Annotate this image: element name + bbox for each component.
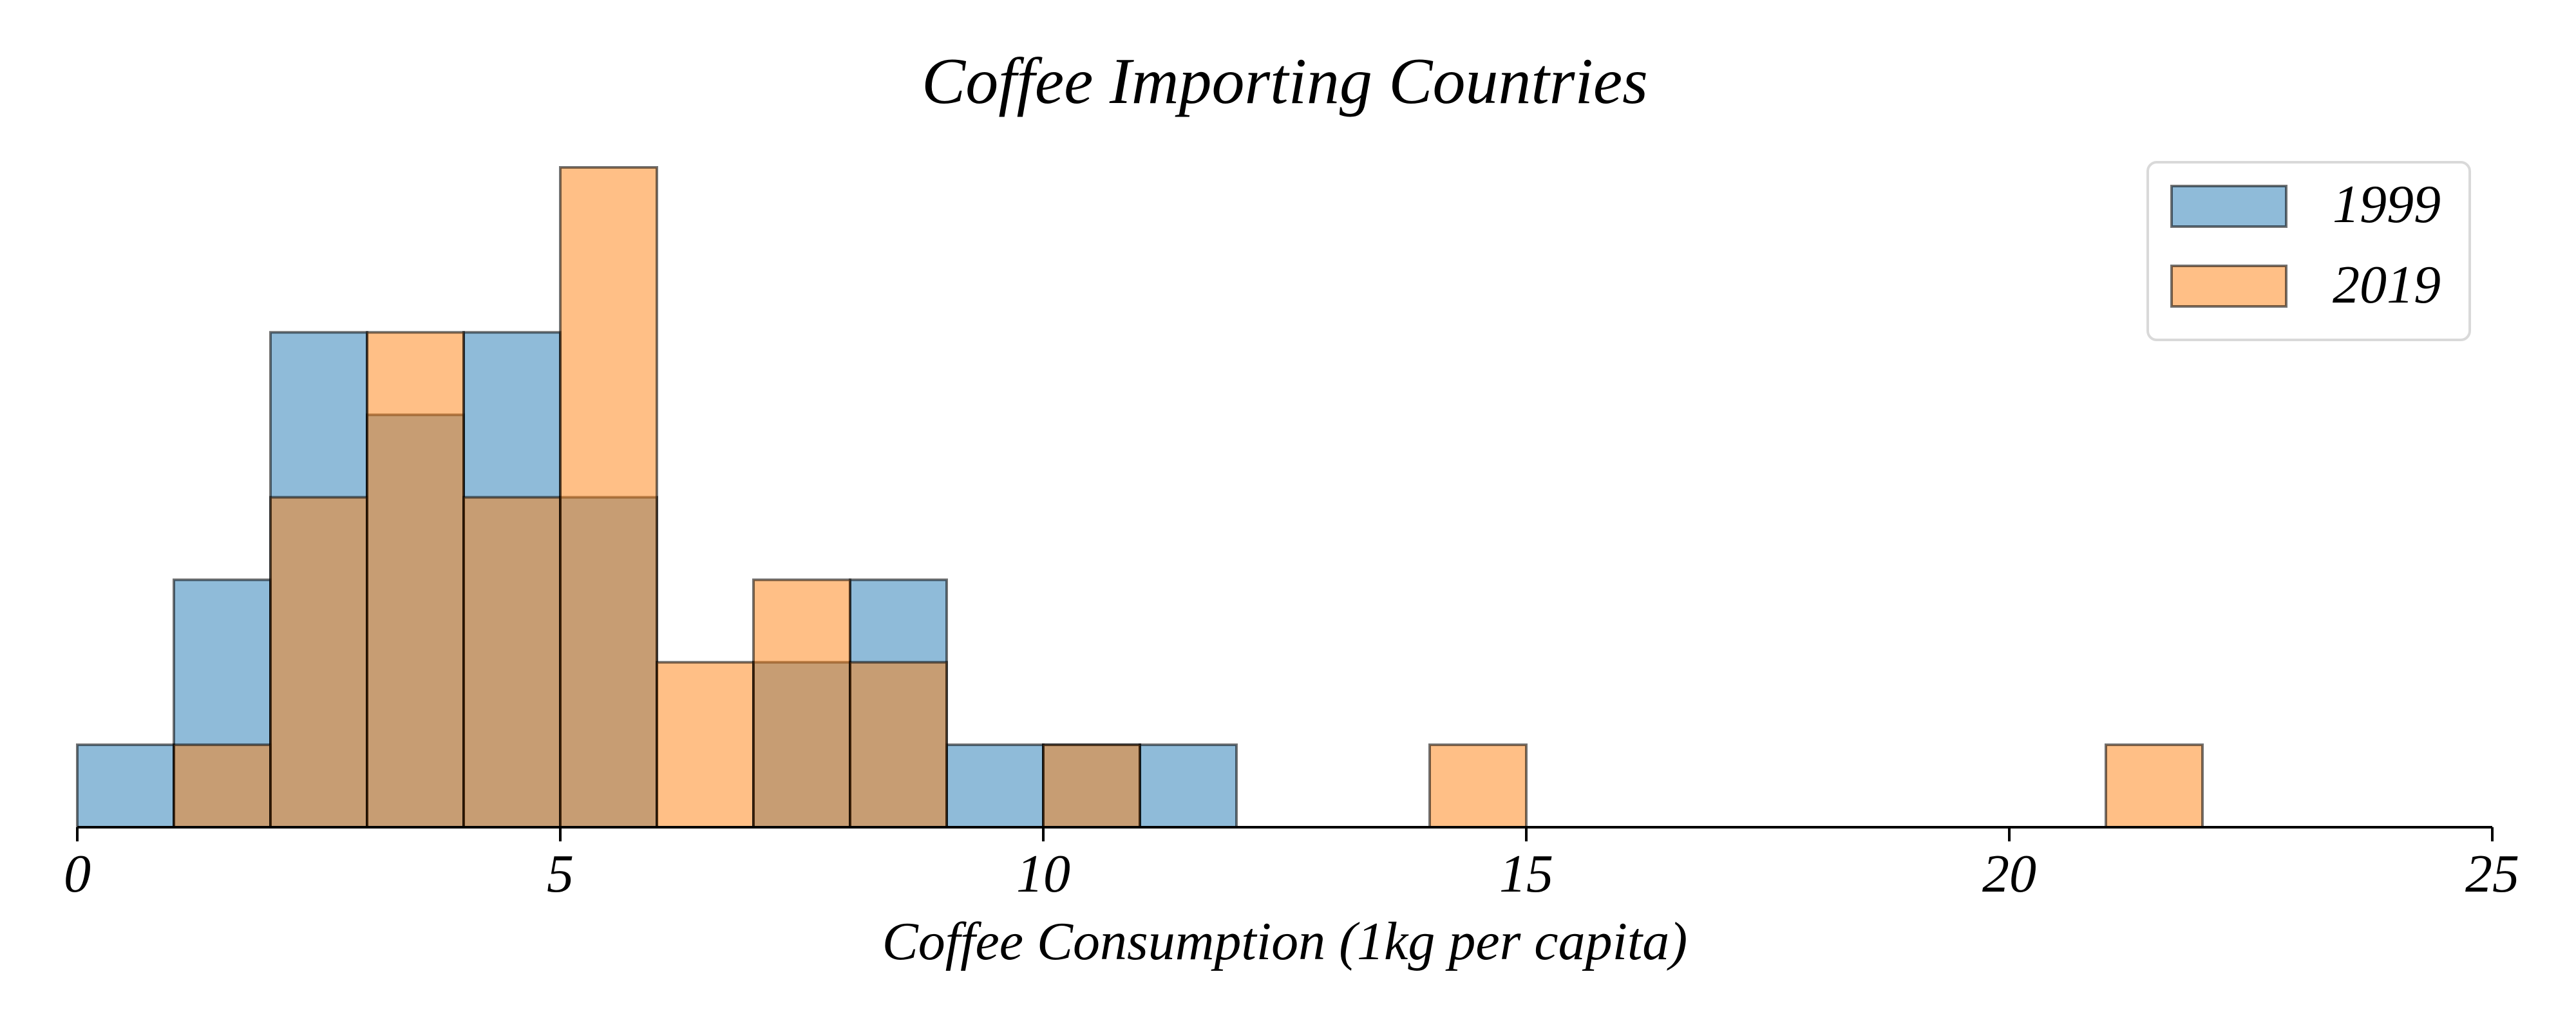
histogram-bar-2019-bin-3 <box>366 331 465 829</box>
legend: 1999 2019 <box>2146 161 2471 341</box>
legend-swatch-1999 <box>2170 185 2287 228</box>
x-tick-label-15: 15 <box>1499 844 1553 904</box>
x-tick-label-25: 25 <box>2465 844 2519 904</box>
histogram-bar-2019-bin-10 <box>1042 743 1141 829</box>
histogram-bar-2019-bin-6 <box>656 660 755 829</box>
histogram-bar-2019-bin-1 <box>173 743 272 829</box>
chart-title: Coffee Importing Countries <box>922 45 1648 118</box>
histogram-bar-2019-bin-2 <box>269 496 368 829</box>
histogram-bar-1999-bin-9 <box>945 743 1045 829</box>
x-tick-label-20: 20 <box>1982 844 2036 904</box>
histogram-bar-1999-bin-11 <box>1139 743 1238 829</box>
histogram-bar-2019-bin-7 <box>752 578 851 829</box>
bars-layer <box>76 166 2204 829</box>
x-axis-label: Coffee Consumption (1kg per capita) <box>882 912 1687 971</box>
x-tick-label-5: 5 <box>547 844 574 904</box>
histogram-bar-1999-bin-0 <box>76 743 175 829</box>
series-2019 <box>173 166 2204 829</box>
legend-label-2019: 2019 <box>2333 255 2441 315</box>
x-tick-label-0: 0 <box>64 844 91 904</box>
histogram-bar-2019-bin-8 <box>849 660 948 829</box>
histogram-bar-2019-bin-4 <box>462 496 562 829</box>
x-ticks-layer: 0 5 10 15 20 25 <box>64 827 2519 904</box>
legend-swatch-2019 <box>2170 265 2287 308</box>
histogram-bar-2019-bin-14 <box>1428 743 1528 829</box>
x-tick-label-10: 10 <box>1016 844 1070 904</box>
histogram-bar-2019-bin-21 <box>2105 743 2204 829</box>
histogram-bar-2019-bin-5 <box>559 166 658 829</box>
legend-label-1999: 1999 <box>2333 174 2441 234</box>
